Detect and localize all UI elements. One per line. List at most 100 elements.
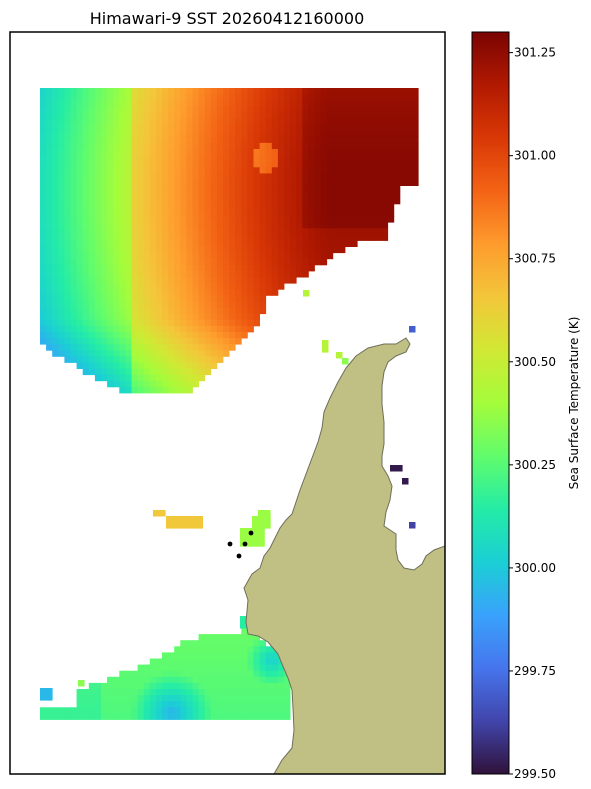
sst-cell (314, 258, 321, 266)
sst-cell (284, 149, 291, 156)
sst-cell (64, 149, 71, 156)
sst-cell (259, 106, 267, 113)
sst-cell (186, 161, 193, 168)
sst-cell (186, 130, 193, 138)
sst-cell (393, 173, 401, 180)
sst-cell (88, 362, 96, 369)
sst-cell (216, 173, 224, 180)
sst-cell (101, 246, 108, 254)
sst-patch (252, 516, 271, 529)
sst-cell (70, 234, 77, 241)
sst-cell (174, 106, 181, 113)
sst-cell (357, 167, 364, 174)
sst-cell (204, 652, 212, 659)
sst-cell (64, 283, 71, 290)
sst-cell (229, 210, 236, 217)
sst-cell (277, 664, 285, 672)
sst-cell (235, 295, 242, 302)
sst-cell (198, 682, 206, 690)
sst-cell (308, 88, 315, 95)
sst-cell (101, 277, 108, 284)
sst-cell (229, 271, 236, 278)
sst-cell (284, 264, 291, 272)
sst-cell (338, 100, 346, 107)
sst-cell (357, 155, 364, 162)
sst-cell (180, 283, 187, 290)
sst-cell (198, 136, 206, 144)
sst-cell (223, 713, 230, 720)
sst-cell (137, 380, 145, 388)
sst-cell (314, 246, 321, 254)
sst-cell (101, 271, 108, 278)
sst-cell (210, 240, 218, 247)
sst-cell (94, 277, 102, 284)
sst-cell (82, 100, 90, 107)
sst-cell (186, 264, 193, 272)
sst-cell (229, 332, 236, 339)
sst-cell (290, 222, 297, 229)
sst-cell (107, 142, 114, 150)
sst-cell (101, 338, 108, 345)
sst-cell (271, 130, 279, 138)
sst-cell (204, 682, 212, 690)
sst-cell (363, 142, 370, 150)
sst-cell (192, 222, 199, 229)
sst-cell (174, 203, 181, 211)
sst-cell (284, 222, 291, 229)
sst-cell (345, 130, 352, 138)
sst-cell (82, 161, 90, 168)
sst-cell (192, 676, 199, 684)
sst-cell (119, 185, 126, 193)
sst-cell (186, 88, 193, 95)
sst-cell (46, 88, 53, 95)
sst-cell (168, 289, 175, 296)
sst-cell (46, 319, 53, 327)
sst-cell (76, 332, 84, 339)
sst-cell (94, 374, 102, 382)
sst-cell (186, 689, 193, 696)
sst-cell (216, 695, 224, 702)
sst-cell (149, 106, 157, 113)
sst-cell (168, 210, 175, 217)
sst-cell (40, 203, 47, 211)
sst-cell (174, 185, 181, 193)
sst-cell (180, 313, 187, 321)
sst-cell (259, 295, 267, 302)
sst-cell (107, 228, 114, 235)
sst-cell (265, 210, 273, 217)
sst-cell (308, 124, 315, 132)
marker-point (242, 541, 248, 547)
sst-cell (125, 246, 132, 254)
sst-cell (290, 155, 297, 162)
sst-cell (58, 338, 65, 345)
sst-cell (174, 179, 181, 186)
sst-cell (174, 228, 181, 235)
sst-cell (259, 88, 267, 95)
sst-cell (149, 380, 157, 388)
sst-cell (216, 652, 224, 659)
sst-cell (345, 94, 352, 101)
sst-cell (210, 161, 218, 168)
sst-cell (137, 100, 145, 107)
sst-cell (64, 124, 71, 132)
sst-cell (125, 374, 132, 382)
sst-cell (94, 118, 102, 125)
sst-cell (70, 124, 77, 132)
sst-cell (271, 283, 279, 290)
sst-cell (259, 203, 267, 211)
sst-cell (338, 118, 346, 125)
sst-cell (76, 167, 84, 174)
sst-cell (393, 191, 401, 199)
sst-cell (70, 356, 77, 363)
sst-cell (168, 325, 175, 333)
sst-cell (332, 161, 340, 168)
sst-cell (204, 707, 212, 714)
sst-cell (40, 191, 47, 199)
colorbar-ticks: 299.50299.75300.00300.25300.50300.75301.… (509, 46, 556, 781)
sst-cell (229, 707, 236, 714)
sst-cell (125, 185, 132, 193)
sst-cell (113, 368, 120, 376)
sst-cell (210, 124, 218, 132)
sst-cell (107, 264, 114, 272)
sst-cell (265, 88, 273, 95)
